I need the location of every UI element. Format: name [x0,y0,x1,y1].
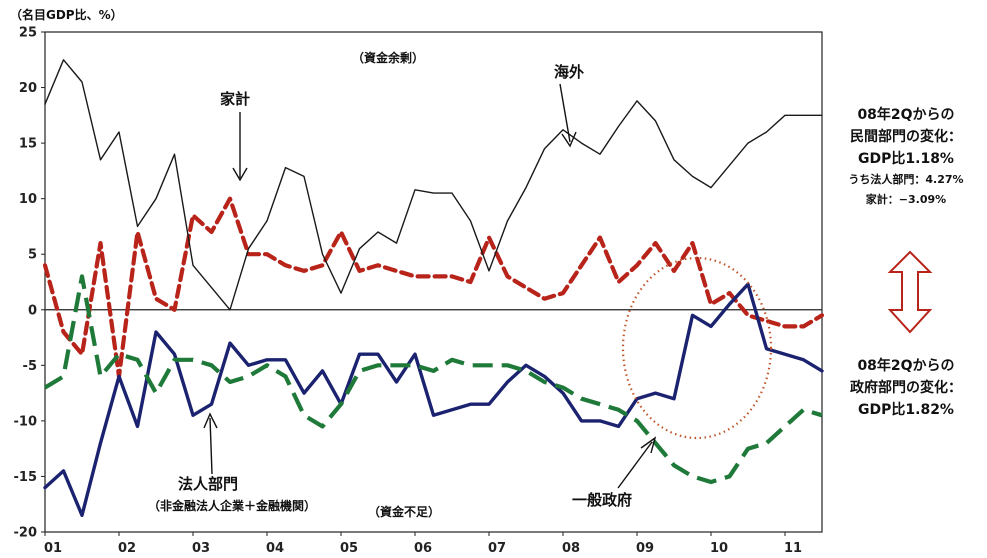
x-tick-label: 07 [488,541,506,556]
series-line-家計 [42,196,825,379]
y-tick-label: 10 [19,192,37,207]
series-label-hojin-sub: （非金融法人企業＋金融機関） [148,498,316,513]
arrow-kaigai [559,83,571,143]
double-arrow-icon [887,250,933,334]
private-note-line2: 民間部門の変化： [850,129,962,145]
arrow-kaigai-head [561,131,577,148]
series-line-海外 [44,59,823,311]
private-note-line4: うち法人部門：4.27% [848,173,964,186]
highlight-circle [621,256,773,440]
y-tick-label: -15 [14,470,38,485]
private-note-line5: 家計：−3.09% [865,193,947,206]
plot-border [44,31,823,533]
y-tick-label: 15 [19,137,37,152]
y-tick-label: -20 [14,526,38,541]
x-tick-label: 04 [266,541,284,556]
arrow-hojin-head [203,412,218,429]
y-tick-label: -5 [23,359,37,374]
x-tick-label: 05 [340,541,358,556]
series-label-kaigai: 海外 [554,63,584,81]
y-tick-label: 20 [19,81,37,96]
label-arrows [203,83,657,489]
x-tick-label: 10 [710,541,728,556]
government-sector-note: 08年2Qからの 政府部門の変化： GDP比1.82% [836,355,976,421]
private-note-line3: GDP比1.18% [858,151,954,167]
y-axis: 25 20 15 10 5 0 -5 -10 -15 -20 [14,26,45,541]
gov-note-line1: 08年2Qからの [857,358,955,374]
y-tick-label: 5 [28,248,37,263]
series-line-法人部門 [43,282,824,517]
arrow-kakei-head [232,167,248,182]
y-tick-label: 0 [28,303,37,318]
x-tick-label: 08 [562,541,580,556]
y-tick-label: -10 [14,414,38,429]
x-tick-label: 03 [192,541,210,556]
private-note-line1: 08年2Qからの [857,107,955,123]
surplus-label: （資金余剰） [352,50,424,65]
x-tick-label: 01 [44,541,62,556]
deficit-label: （資金不足） [368,504,440,519]
arrow-ippanseifu-head [640,436,657,454]
series-line-一般政府 [43,274,823,485]
x-tick-label: 02 [118,541,136,556]
series-label-ippanseifu: 一般政府 [572,491,632,509]
x-tick-label: 11 [784,541,802,556]
x-axis: 01 02 03 04 05 06 07 08 09 10 11 [44,532,802,556]
private-sector-note: 08年2Qからの 民間部門の変化： GDP比1.18% うち法人部門：4.27%… [836,104,976,210]
arrow-hojin [209,417,213,475]
x-tick-label: 09 [636,541,654,556]
series-label-kakei: 家計 [220,90,250,108]
arrow-ippanseifu [617,441,653,489]
gov-note-line2: 政府部門の変化： [850,380,962,396]
series-layer [42,59,825,517]
gov-note-line3: GDP比1.82% [858,402,954,418]
x-tick-label: 06 [414,541,432,556]
unit-label: （名目GDP比、%） [10,7,123,22]
series-label-hojin: 法人部門 [178,475,238,493]
y-tick-label: 25 [19,26,37,41]
